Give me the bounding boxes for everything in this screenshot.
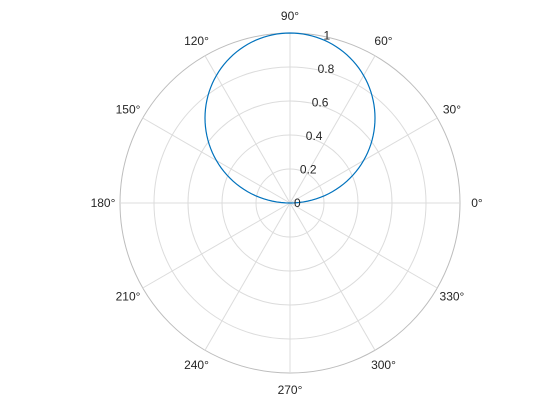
theta-tick-label-0: 0° — [471, 196, 483, 210]
theta-tick-label-60: 60° — [374, 34, 392, 48]
theta-grid-line-210 — [142, 202, 291, 289]
r-tick-label-0: 0 — [294, 196, 301, 210]
series-line-0 — [204, 32, 376, 204]
theta-tick-label-120: 120° — [184, 34, 209, 48]
theta-tick-label-30: 30° — [443, 103, 461, 117]
theta-tick-label-150: 150° — [116, 103, 141, 117]
theta-tick-label-180: 180° — [91, 196, 116, 210]
tick-labels: 0° 30° 60° 90° 120° 150° 180° 210° 240° 270° 300° 3… — [91, 9, 483, 397]
theta-tick-label-240: 240° — [184, 358, 209, 372]
theta-tick-label-270: 270° — [278, 383, 303, 397]
theta-grid-line-330 — [289, 202, 438, 289]
polar-grid — [119, 32, 461, 374]
theta-tick-label-90: 90° — [281, 9, 299, 23]
r-tick-label-3: 0.6 — [312, 96, 329, 110]
series-layer — [204, 32, 376, 204]
theta-grid-line-120 — [204, 55, 291, 204]
r-tick-label-1: 0.2 — [300, 163, 317, 177]
r-tick-label-5: 1 — [324, 29, 331, 43]
theta-grid-line-60 — [289, 55, 376, 204]
theta-tick-label-210: 210° — [116, 290, 141, 304]
r-tick-label-2: 0.4 — [306, 129, 323, 143]
theta-grid-line-240 — [204, 202, 291, 351]
r-tick-label-4: 0.8 — [318, 62, 335, 76]
theta-tick-label-330: 330° — [440, 290, 465, 304]
theta-tick-label-300: 300° — [371, 358, 396, 372]
theta-grid-line-300 — [289, 202, 376, 351]
